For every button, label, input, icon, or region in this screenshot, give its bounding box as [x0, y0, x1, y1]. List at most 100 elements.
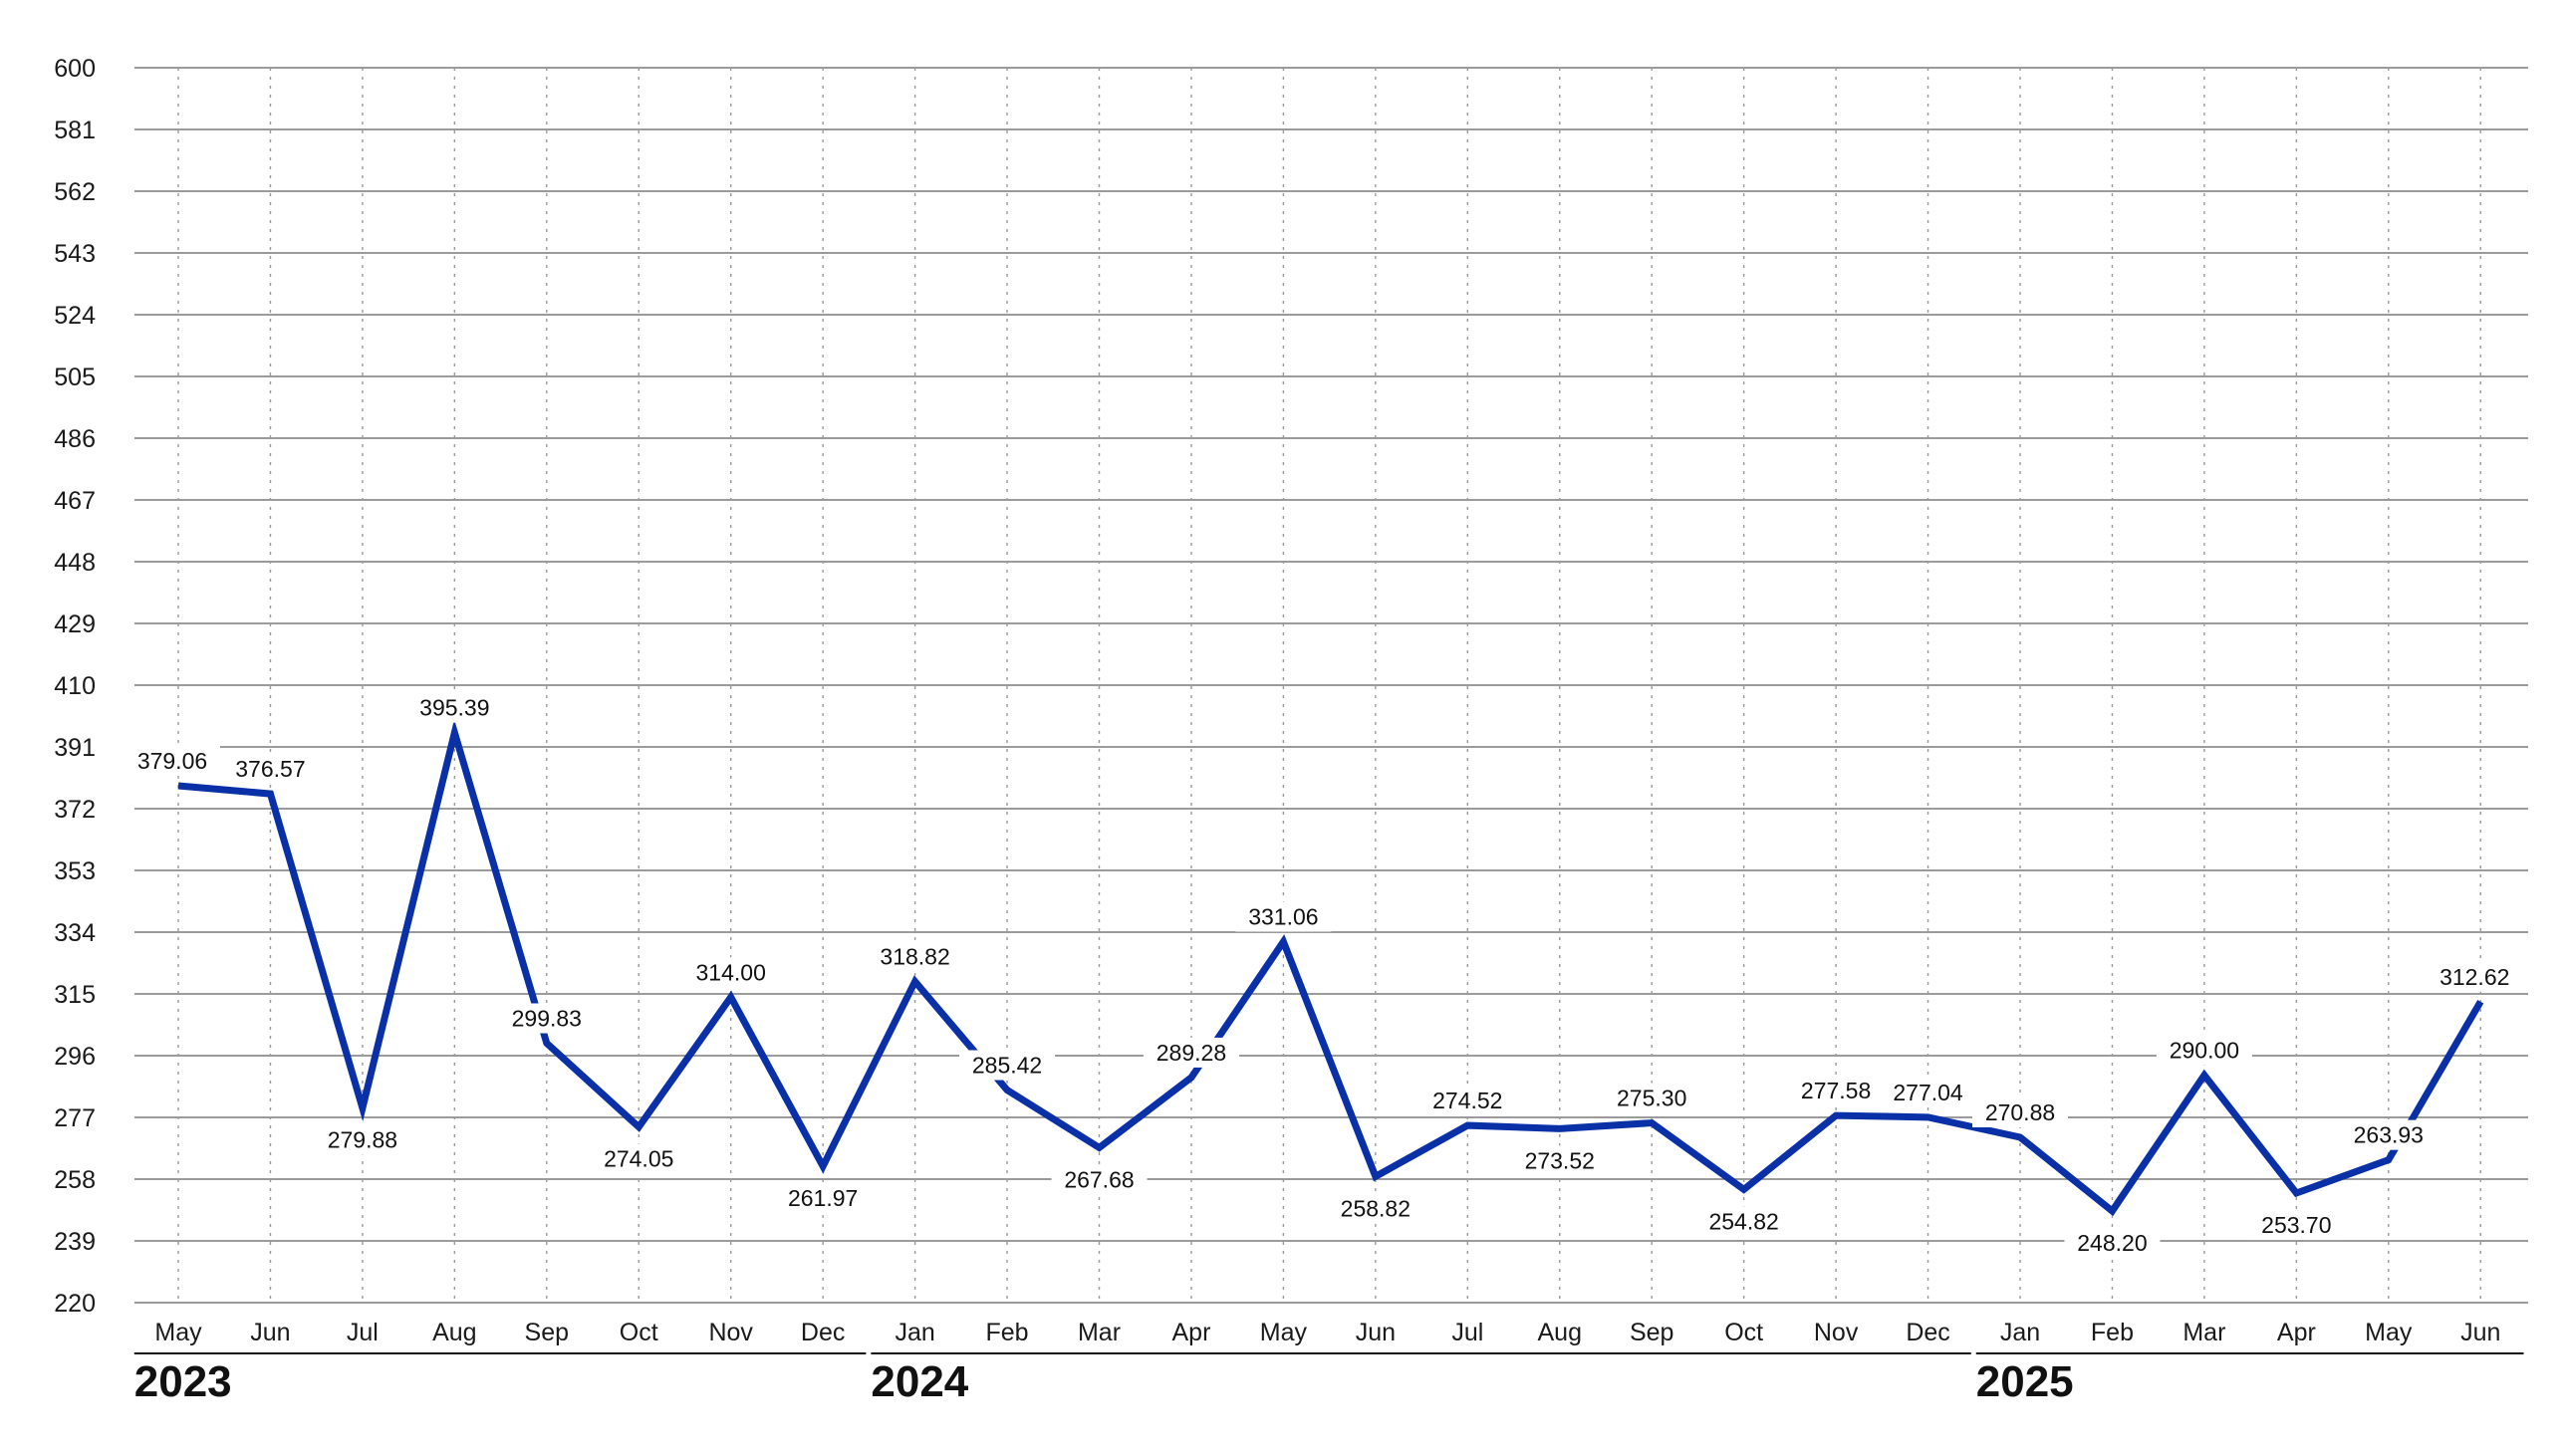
data-point-11 — [1190, 1077, 1192, 1079]
y-tick-label: 353 — [54, 857, 96, 885]
x-tick-label-jun: Jun — [250, 1319, 290, 1346]
data-point-4 — [546, 1043, 548, 1045]
y-tick-label: 562 — [54, 178, 96, 206]
data-point-21 — [2111, 1210, 2113, 1212]
y-tick-label: 448 — [54, 549, 96, 577]
data-label-20: 270.88 — [1985, 1099, 2055, 1125]
y-tick-label: 239 — [54, 1228, 96, 1256]
data-label-21: 248.20 — [2077, 1230, 2147, 1256]
data-label-7: 261.97 — [788, 1185, 858, 1211]
y-tick-label: 600 — [54, 55, 96, 83]
data-label-8: 318.82 — [880, 944, 949, 970]
series-line-group — [177, 732, 2481, 1212]
x-tick-label-may: May — [2365, 1319, 2413, 1346]
y-tick-label: 524 — [54, 302, 96, 330]
data-label-18: 277.58 — [1801, 1078, 1871, 1103]
x-tick-label-oct: Oct — [620, 1319, 658, 1346]
x-tick-label-feb: Feb — [2091, 1319, 2134, 1346]
x-tick-label-jun: Jun — [2460, 1319, 2500, 1346]
data-point-3 — [453, 732, 455, 734]
y-tick-label: 315 — [54, 981, 96, 1009]
x-tick-label-may: May — [154, 1319, 202, 1346]
x-tick-label-mar: Mar — [1078, 1319, 1121, 1346]
x-tick-label-jan: Jan — [2000, 1319, 2040, 1346]
data-label-11: 289.28 — [1156, 1040, 1226, 1066]
horizontal-gridlines — [134, 68, 2528, 1303]
y-tick-label: 581 — [54, 117, 96, 144]
data-label-10: 267.68 — [1064, 1166, 1134, 1192]
data-point-15 — [1559, 1127, 1561, 1129]
data-label-19: 277.04 — [1893, 1080, 1963, 1105]
x-tick-label-sep: Sep — [525, 1319, 569, 1346]
series-line — [178, 733, 2480, 1211]
data-point-17 — [1743, 1188, 1745, 1190]
data-point-7 — [822, 1165, 824, 1167]
y-axis-tick-labels: 220 239 258 277 296 315 334 353 372 391 410 429 448 4… — [54, 55, 96, 1318]
year-label-2025: 2025 — [1976, 1357, 2074, 1406]
data-label-3: 395.39 — [419, 695, 489, 721]
data-point-10 — [1099, 1146, 1101, 1148]
data-point-24 — [2388, 1159, 2390, 1161]
data-point-19 — [1927, 1116, 1929, 1118]
x-tick-label-jul: Jul — [1451, 1319, 1483, 1346]
y-tick-label: 410 — [54, 672, 96, 700]
x-tick-label-jan: Jan — [895, 1319, 934, 1346]
data-point-16 — [1651, 1122, 1653, 1124]
data-label-5: 274.05 — [604, 1146, 673, 1172]
y-tick-label: 220 — [54, 1290, 96, 1318]
x-axis-month-labels: May Jun Jul Aug Sep Oct Nov Dec Jan Feb Mar Apr May J… — [154, 1319, 2500, 1346]
y-tick-label: 372 — [54, 796, 96, 824]
data-label-1: 376.57 — [235, 756, 305, 782]
data-point-2 — [362, 1107, 364, 1109]
data-label-2: 279.88 — [328, 1127, 397, 1153]
data-point-9 — [1006, 1090, 1008, 1092]
data-label-16: 275.30 — [1617, 1086, 1686, 1111]
data-point-14 — [1466, 1124, 1468, 1126]
data-point-5 — [638, 1126, 640, 1128]
data-label-9: 285.42 — [972, 1053, 1042, 1079]
data-point-8 — [914, 981, 916, 983]
data-label-0: 379.06 — [137, 748, 207, 774]
data-point-6 — [730, 996, 732, 998]
data-point-0 — [177, 785, 179, 787]
x-tick-label-oct: Oct — [1724, 1319, 1763, 1346]
x-tick-label-aug: Aug — [1538, 1319, 1582, 1346]
x-tick-label-nov: Nov — [708, 1319, 753, 1346]
data-point-1 — [269, 793, 271, 795]
x-tick-label-apr: Apr — [2277, 1319, 2316, 1346]
y-tick-label: 467 — [54, 487, 96, 515]
data-label-12: 331.06 — [1248, 904, 1318, 930]
data-point-13 — [1375, 1175, 1377, 1177]
y-tick-label: 277 — [54, 1104, 96, 1132]
year-label-2024: 2024 — [871, 1357, 968, 1406]
data-point-22 — [2203, 1075, 2205, 1077]
y-tick-label: 543 — [54, 240, 96, 268]
data-point-25 — [2479, 1001, 2481, 1003]
data-point-20 — [2019, 1136, 2021, 1138]
x-tick-label-may: May — [1260, 1319, 1308, 1346]
data-label-22: 290.00 — [2170, 1038, 2239, 1064]
data-label-24: 263.93 — [2354, 1122, 2424, 1148]
x-tick-label-jul: Jul — [347, 1319, 379, 1346]
x-tick-label-mar: Mar — [2182, 1319, 2225, 1346]
data-point-18 — [1835, 1114, 1837, 1116]
data-label-14: 274.52 — [1432, 1088, 1502, 1113]
x-tick-label-apr: Apr — [1171, 1319, 1210, 1346]
y-tick-label: 391 — [54, 734, 96, 762]
y-tick-label: 429 — [54, 610, 96, 638]
data-label-4: 299.83 — [512, 1006, 582, 1032]
x-tick-label-sep: Sep — [1630, 1319, 1673, 1346]
data-label-23: 253.70 — [2261, 1212, 2331, 1238]
x-tick-label-aug: Aug — [432, 1319, 476, 1346]
data-label-6: 314.00 — [696, 959, 766, 985]
y-tick-label: 505 — [54, 364, 96, 391]
x-tick-label-nov: Nov — [1814, 1319, 1859, 1346]
x-axis-year-groups: 2023 2024 2025 — [134, 1353, 2524, 1406]
y-tick-label: 334 — [54, 919, 96, 947]
year-label-2023: 2023 — [134, 1357, 232, 1406]
x-tick-label-dec: Dec — [801, 1319, 845, 1346]
data-point-23 — [2295, 1192, 2297, 1194]
x-tick-label-feb: Feb — [986, 1319, 1029, 1346]
data-point-12 — [1282, 941, 1284, 943]
